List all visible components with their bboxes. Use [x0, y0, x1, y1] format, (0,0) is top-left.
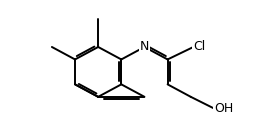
- Text: Cl: Cl: [194, 40, 206, 53]
- Text: OH: OH: [214, 102, 233, 115]
- Text: N: N: [140, 40, 149, 53]
